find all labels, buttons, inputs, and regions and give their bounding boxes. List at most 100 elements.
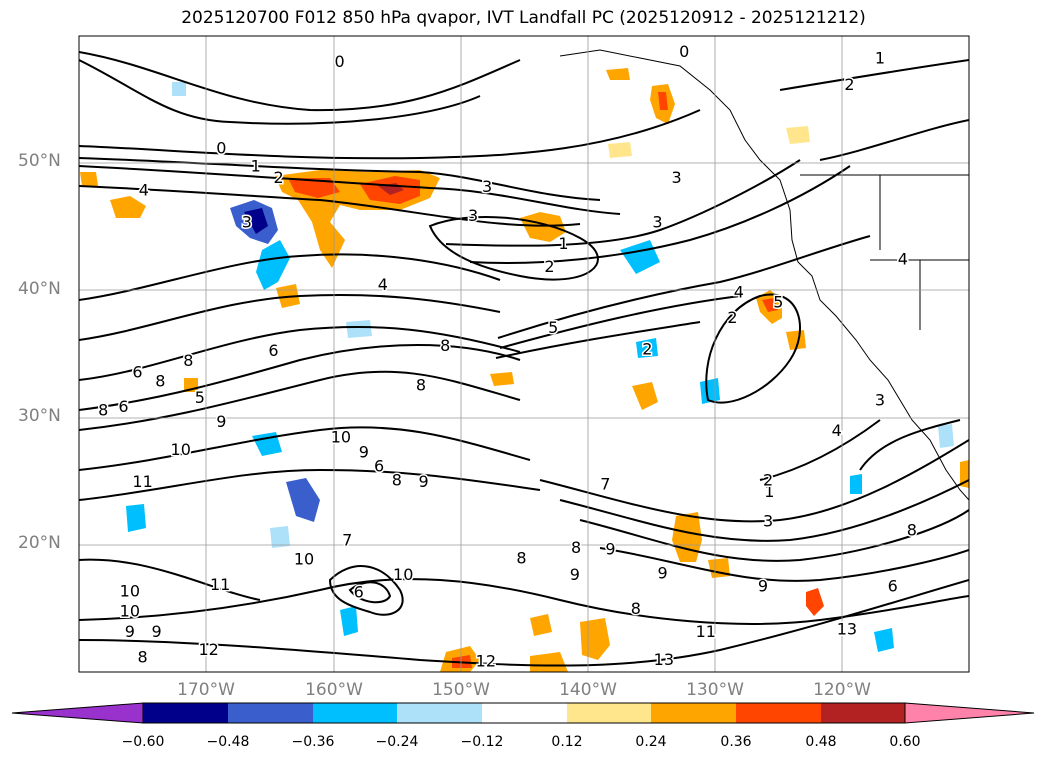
- positive-anomaly-patch: [80, 172, 98, 186]
- negative-anomaly-patch: [636, 338, 658, 358]
- lon-label-170w: 170°W: [177, 680, 235, 700]
- contour-label: 9: [605, 539, 615, 558]
- colorbar-segment: [821, 703, 905, 723]
- gridlines: [79, 36, 969, 672]
- contour-label: 3: [482, 177, 492, 196]
- positive-anomaly-patch: [786, 126, 810, 144]
- contour-label: 10: [120, 602, 140, 621]
- negative-anomaly-patch: [270, 526, 290, 548]
- contour-label: 1: [875, 48, 885, 67]
- contour-label: 0: [335, 52, 345, 71]
- lat-label-40n: 40°N: [18, 279, 61, 299]
- moisture-contours: [79, 51, 969, 667]
- positive-anomaly-patch: [672, 512, 702, 562]
- contour-label: 8: [98, 401, 108, 420]
- positive-anomaly-patch: [110, 196, 146, 218]
- positive-anomaly-patch: [288, 178, 340, 198]
- contour-label: 8: [183, 351, 193, 370]
- contour-label: 2: [642, 340, 652, 359]
- contour-label: 4: [898, 249, 908, 268]
- contour-label: 2: [727, 308, 737, 327]
- contour-label: 13: [654, 650, 674, 669]
- colorbar-segment: [313, 703, 397, 723]
- colorbar-segment: [567, 703, 651, 723]
- colorbar-segment: [482, 703, 567, 723]
- contour-label: 0: [679, 42, 689, 61]
- contour-label: 3: [242, 212, 252, 231]
- colorbar-tick: 0.24: [635, 734, 667, 750]
- negative-anomaly-patch: [126, 504, 146, 532]
- colorbar-segment: [651, 703, 736, 723]
- positive-anomaly-patch: [530, 652, 568, 672]
- contour-label: 10: [331, 427, 351, 446]
- lat-label-50n: 50°N: [18, 151, 61, 171]
- colorbar-tick: 0.48: [805, 734, 837, 750]
- contour-label: 1: [558, 234, 568, 253]
- contour-label: 6: [268, 341, 278, 360]
- contour-label: 3: [652, 212, 662, 231]
- negative-anomaly-patch: [346, 320, 372, 338]
- colorbar-extend-low: [11, 702, 144, 724]
- colorbar: [11, 702, 1035, 724]
- colorbar-tick: −0.36: [291, 734, 335, 750]
- negative-anomaly-patch: [340, 606, 358, 636]
- contour-label: 2: [274, 168, 284, 187]
- colorbar-extend-high: [904, 702, 1035, 724]
- contour-label: 8: [416, 375, 426, 394]
- coastline: [559, 49, 969, 501]
- map-background: [79, 36, 969, 672]
- contour-label: 3: [468, 206, 478, 225]
- negative-anomaly-patch: [938, 424, 954, 448]
- colorbar-tick: −0.48: [206, 734, 250, 750]
- contour-label: 9: [359, 443, 369, 462]
- colorbar-segment: [228, 703, 313, 723]
- contour-label: 5: [548, 318, 558, 337]
- contour-label: 11: [696, 622, 716, 641]
- contour-label: 6: [354, 583, 364, 602]
- contour-label: 3: [763, 511, 773, 530]
- figure-title: 2025120700 F012 850 hPa qvapor, IVT Land…: [181, 8, 866, 28]
- contour-label: 6: [118, 397, 128, 416]
- contour-label: 9: [657, 564, 667, 583]
- contour-label: 4: [832, 421, 842, 440]
- lon-label-140w: 140°W: [559, 680, 617, 700]
- contour-label: 8: [907, 520, 917, 539]
- positive-anomaly-patch: [632, 382, 658, 410]
- contour-label: 5: [773, 293, 783, 312]
- lon-label-130w: 130°W: [686, 680, 744, 700]
- contour-label: 9: [418, 472, 428, 491]
- negative-anomaly-patch: [256, 240, 290, 290]
- contour-label: 8: [516, 548, 526, 567]
- positive-anomaly-patch: [786, 330, 806, 350]
- contour-label: 8: [392, 471, 402, 490]
- map-frame: [78, 35, 970, 673]
- negative-anomaly-patch: [874, 628, 894, 652]
- contour-label: 9: [125, 622, 135, 641]
- positive-anomaly-patch: [806, 588, 824, 616]
- lat-label-30n: 30°N: [18, 406, 61, 426]
- contour-label: 7: [600, 475, 610, 494]
- positive-anomaly-patch: [762, 298, 778, 312]
- contour-label: 8: [137, 648, 147, 667]
- contour-label: 1: [251, 157, 261, 176]
- positive-anomaly-patch: [490, 372, 514, 386]
- contour-label: 8: [440, 336, 450, 355]
- negative-anomaly-patch: [850, 474, 862, 494]
- contour-label: 8: [571, 538, 581, 557]
- contour-label: 2: [763, 471, 773, 490]
- colorbar-tick: −0.60: [121, 734, 165, 750]
- contour-label: 6: [132, 363, 142, 382]
- contour-label: 3: [875, 391, 885, 410]
- contour-label: 1: [764, 482, 774, 501]
- colorbar-tick: 0.36: [720, 734, 752, 750]
- lat-label-20n: 20°N: [18, 533, 61, 553]
- contour-label: 0: [216, 139, 226, 158]
- contour-label: 3: [671, 168, 681, 187]
- positive-anomaly-patch: [606, 68, 630, 80]
- contour-label: 11: [210, 575, 230, 594]
- positive-anomaly-patch: [520, 212, 566, 242]
- contour-label: 5: [195, 388, 205, 407]
- negative-anomaly-patch: [286, 478, 320, 522]
